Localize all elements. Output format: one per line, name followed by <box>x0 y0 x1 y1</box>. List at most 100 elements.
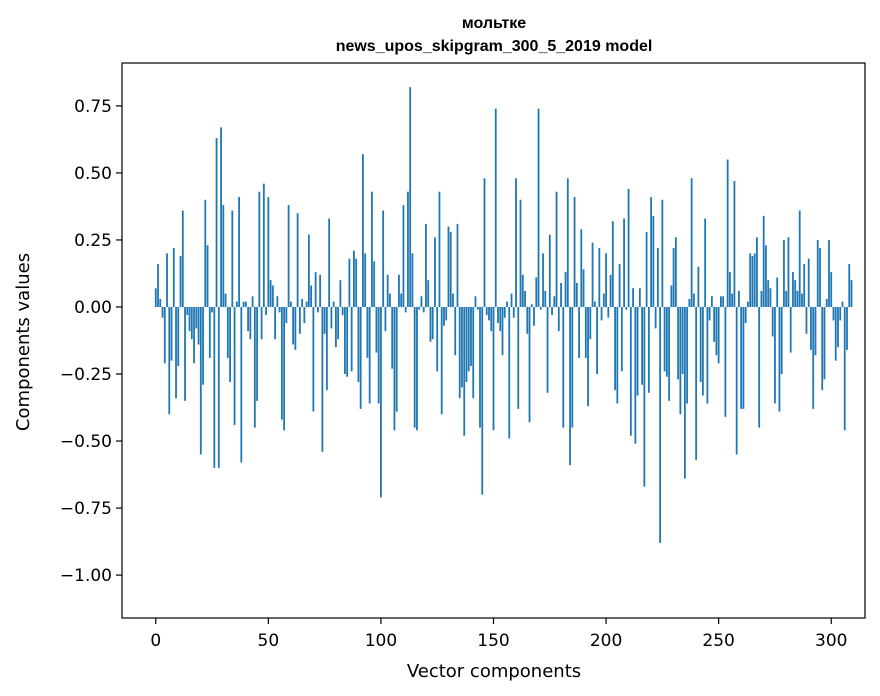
bar-94 <box>366 306 369 358</box>
bar-100 <box>380 306 382 498</box>
bar-306 <box>843 306 846 431</box>
bar-202 <box>609 274 612 307</box>
bar-234 <box>681 306 684 375</box>
bar-233 <box>679 306 682 415</box>
bar-288 <box>803 264 806 307</box>
bar-248 <box>713 306 716 342</box>
bar-220 <box>650 197 653 307</box>
bar-290 <box>807 258 810 307</box>
bar-240 <box>695 306 698 460</box>
bar-278 <box>780 306 783 375</box>
bar-272 <box>767 280 770 307</box>
bar-133 <box>454 306 457 356</box>
bar-226 <box>663 306 666 372</box>
bar-245 <box>706 306 709 404</box>
bar-209 <box>625 306 628 310</box>
bar-172 <box>542 253 544 307</box>
bar-71 <box>314 272 317 307</box>
bar-153 <box>499 306 502 332</box>
bar-244 <box>704 218 707 307</box>
bar-212 <box>632 288 634 307</box>
bar-161 <box>517 306 520 409</box>
bar-270 <box>762 215 765 307</box>
bar-31 <box>224 293 227 307</box>
bar-80 <box>334 306 337 348</box>
bar-65 <box>301 298 304 307</box>
bar-163 <box>521 274 524 307</box>
x-axis-ticks: 0 50 100 150 200 250 300 <box>150 618 847 651</box>
bar-180 <box>560 282 562 307</box>
bar-43 <box>251 296 254 307</box>
bar-284 <box>794 280 797 307</box>
bar-121 <box>427 280 430 307</box>
x-tick-label: 100 <box>365 631 397 651</box>
bar-174 <box>546 306 549 393</box>
bar-56 <box>280 306 283 420</box>
bar-86 <box>348 258 351 307</box>
bar-230 <box>672 248 675 307</box>
bar-261 <box>742 306 745 409</box>
bar-190 <box>582 269 585 307</box>
bar-159 <box>512 306 515 318</box>
bar-267 <box>756 237 758 307</box>
bar-165 <box>526 306 529 334</box>
bar-303 <box>837 306 839 348</box>
y-axis-ticks: 0.75 0.50 0.25 0.00 −0.25 −0.50 −0.75 −1.00 <box>60 97 122 586</box>
bar-268 <box>758 306 761 428</box>
bar-92 <box>362 154 364 307</box>
bar-281 <box>787 237 790 307</box>
bar-55 <box>278 306 281 313</box>
bar-259 <box>738 290 740 307</box>
bar-128 <box>443 306 445 326</box>
bar-211 <box>629 306 632 436</box>
bar-75 <box>323 306 326 334</box>
bar-285 <box>796 290 799 307</box>
x-tick-label: 250 <box>702 631 734 651</box>
bar-142 <box>474 296 477 307</box>
bar-158 <box>510 293 513 307</box>
bar-42 <box>249 306 252 340</box>
bar-104 <box>389 293 391 307</box>
bar-206 <box>618 264 621 307</box>
bar-59 <box>287 205 290 307</box>
bar-148 <box>488 306 490 321</box>
bar-19 <box>197 306 200 345</box>
bar-295 <box>819 248 821 307</box>
bar-228 <box>668 306 671 401</box>
bar-205 <box>616 306 619 404</box>
bar-106 <box>393 306 396 431</box>
x-tick-label: 0 <box>150 631 161 651</box>
bar-177 <box>553 296 556 307</box>
bar-21 <box>202 306 204 385</box>
bar-136 <box>461 306 463 388</box>
bar-76 <box>325 306 328 391</box>
bar-149 <box>490 306 493 332</box>
bar-247 <box>710 296 713 307</box>
bar-5 <box>166 253 168 307</box>
bar-208 <box>623 218 625 307</box>
bar-103 <box>386 274 389 307</box>
bar-198 <box>600 306 603 321</box>
bar-243 <box>701 306 704 396</box>
bar-52 <box>271 285 274 307</box>
bar-6 <box>168 306 171 415</box>
bar-61 <box>292 306 295 345</box>
bar-246 <box>708 306 711 321</box>
bar-23 <box>206 245 209 307</box>
bar-12 <box>181 210 184 307</box>
bar-144 <box>479 306 481 428</box>
bar-214 <box>636 306 639 396</box>
bar-299 <box>828 239 830 307</box>
bar-249 <box>715 306 718 356</box>
bar-170 <box>537 108 540 307</box>
bar-54 <box>276 296 279 307</box>
bar-277 <box>778 306 781 412</box>
bar-125 <box>436 306 439 372</box>
bar-83 <box>341 306 344 316</box>
bar-145 <box>481 306 484 495</box>
bar-68 <box>307 234 310 307</box>
bar-111 <box>404 306 407 313</box>
bar-262 <box>744 306 747 324</box>
bar-257 <box>733 180 736 307</box>
y-tick-label: 0.00 <box>74 298 112 318</box>
